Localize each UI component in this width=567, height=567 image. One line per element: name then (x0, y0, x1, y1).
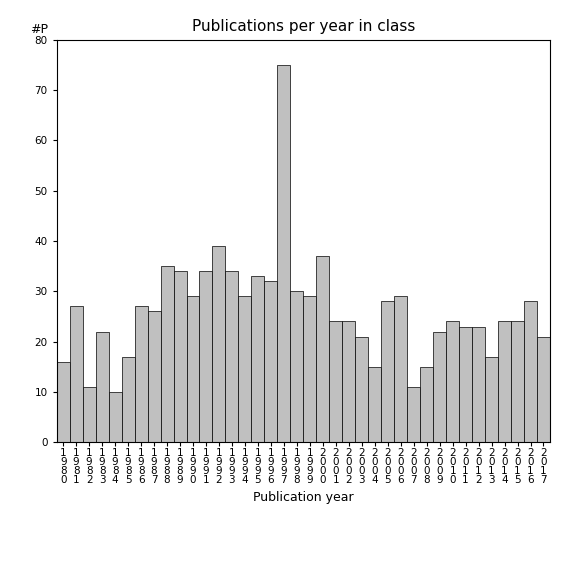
Bar (420, 367, 433, 442)
Bar (485, 357, 498, 442)
Bar (381, 302, 394, 442)
Bar (342, 321, 356, 442)
Bar (303, 297, 316, 442)
Bar (407, 387, 420, 442)
Bar (368, 367, 381, 442)
Bar (277, 65, 290, 442)
Bar (290, 291, 303, 442)
Bar (394, 297, 407, 442)
Bar (160, 266, 174, 442)
Bar (524, 302, 537, 442)
Bar (200, 271, 213, 442)
Bar (329, 321, 342, 442)
Bar (446, 321, 459, 442)
Bar (498, 321, 511, 442)
Bar (147, 311, 160, 442)
Bar (433, 332, 446, 442)
Bar (226, 271, 239, 442)
Bar (57, 362, 70, 442)
Bar (121, 357, 134, 442)
Text: #P: #P (29, 23, 48, 36)
X-axis label: Publication year: Publication year (253, 491, 354, 504)
Bar (239, 297, 251, 442)
Bar (83, 387, 96, 442)
Bar (511, 321, 524, 442)
Bar (264, 281, 277, 442)
Bar (472, 327, 485, 442)
Bar (70, 306, 83, 442)
Bar (356, 337, 368, 442)
Bar (251, 276, 264, 442)
Bar (174, 271, 187, 442)
Bar (187, 297, 200, 442)
Bar (109, 392, 121, 442)
Bar (316, 256, 329, 442)
Bar (96, 332, 109, 442)
Bar (213, 246, 226, 442)
Title: Publications per year in class: Publications per year in class (192, 19, 415, 35)
Bar (459, 327, 472, 442)
Bar (134, 306, 147, 442)
Bar (537, 337, 550, 442)
